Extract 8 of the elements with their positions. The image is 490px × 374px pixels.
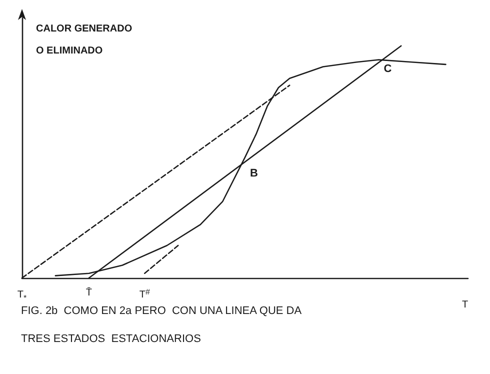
x-axis-title: T: [462, 300, 468, 310]
x-tick-label: T*: [17, 290, 27, 302]
annotation: C: [384, 63, 392, 76]
x-tick-label: T#: [139, 288, 150, 300]
chart-title: FIG. 2b COMO EN 2a PERO CON UNA LINEA QUE DA TRES ESTADOS ESTACIONARIOS: [21, 305, 302, 345]
annotation: B: [250, 168, 258, 180]
x-tick-label: T̄: [86, 286, 92, 298]
y-axis-title: CALOR GENERADO O ELIMINADO: [36, 24, 132, 56]
